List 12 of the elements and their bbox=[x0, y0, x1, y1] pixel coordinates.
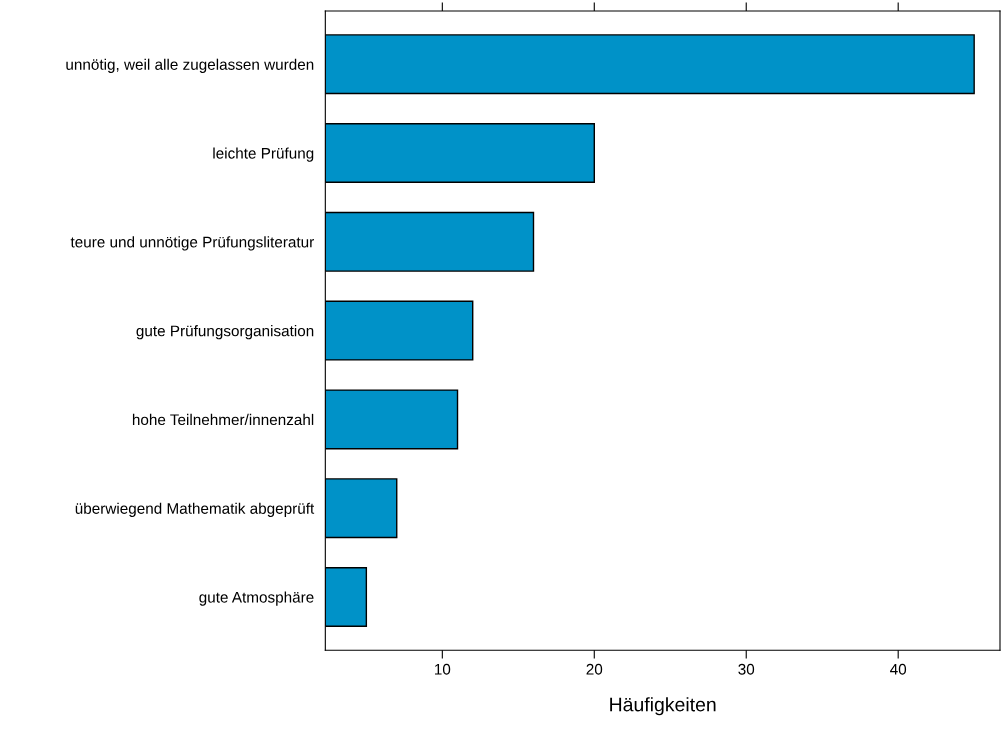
x-axis-title: Häufigkeiten bbox=[610, 697, 716, 716]
y-tick-label: hohe Teilnehmer/innenzahl bbox=[132, 413, 314, 426]
x-tick-label: 30 bbox=[738, 663, 755, 675]
y-tick-label: leichte Prüfung bbox=[213, 147, 314, 162]
x-tick-label: 20 bbox=[586, 663, 603, 675]
y-tick-label: überwiegend Mathematik abgeprüft bbox=[75, 502, 315, 517]
y-tick-label: gute Prüfungsorganisation bbox=[136, 325, 314, 340]
x-tick-label: 10 bbox=[435, 663, 451, 675]
y-tick-label: unnötig, weil alle zugelassen wurden bbox=[66, 58, 314, 73]
y-tick-label: gute Atmosphäre bbox=[199, 591, 314, 606]
x-tick-label: 40 bbox=[890, 663, 907, 675]
y-tick-label: teure und unnötige Prüfungsliteratur bbox=[70, 236, 314, 251]
